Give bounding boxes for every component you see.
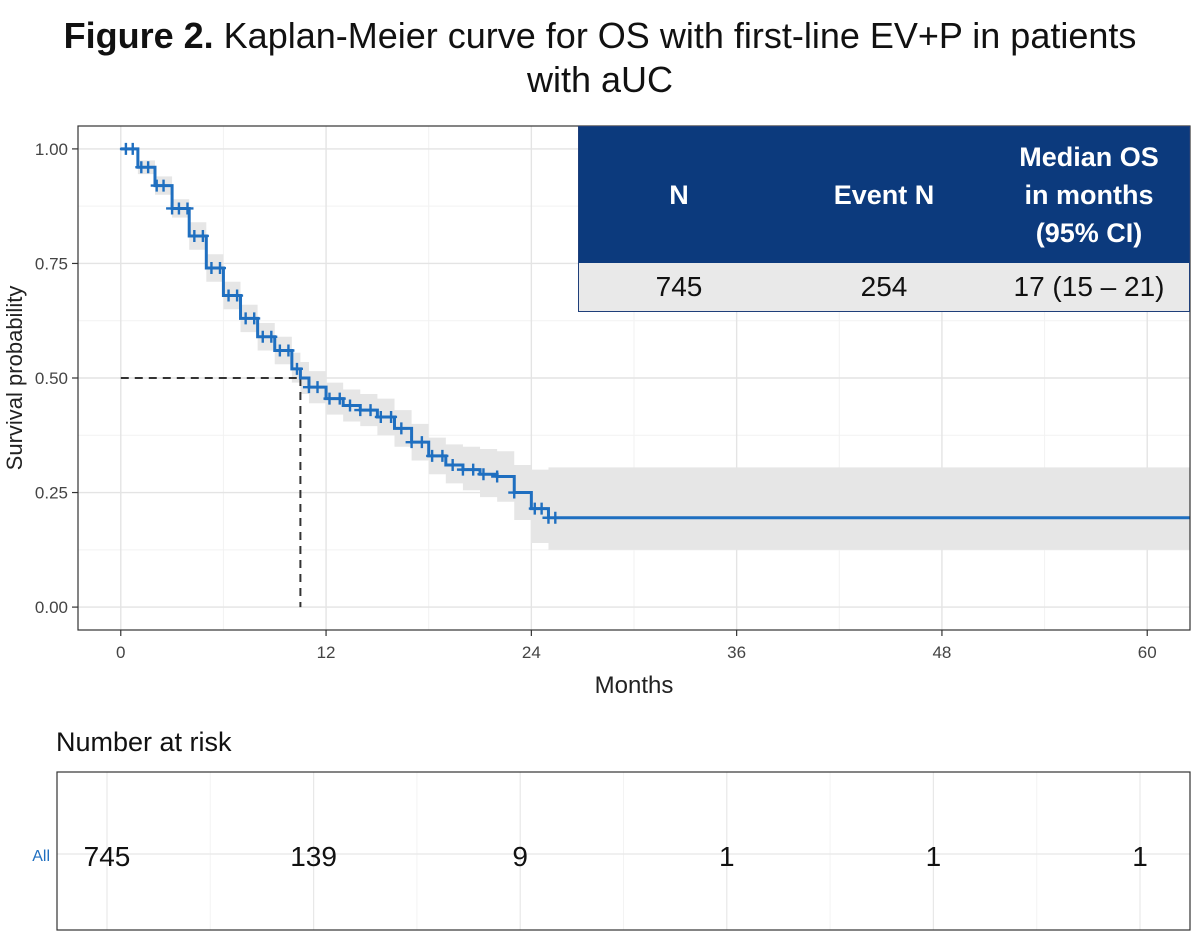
risk-row-label: All [32, 848, 50, 865]
censor-mark [344, 399, 357, 412]
censor-mark [354, 404, 367, 417]
header-event-n: Event N [833, 180, 935, 210]
censor-marks [119, 142, 562, 524]
risk-table-border [56, 771, 1191, 931]
x-tick-label: 36 [727, 643, 746, 662]
summary-table-row: 745 254 17 (15 – 21) [579, 263, 1189, 311]
figure-title-line2: with aUC [526, 59, 674, 100]
x-tick-label: 60 [1138, 643, 1157, 662]
y-tick-label: 0.25 [35, 484, 68, 503]
figure-label: Figure 2. [63, 15, 214, 56]
risk-value: 745 [84, 841, 131, 872]
x-tick-label: 48 [932, 643, 951, 662]
censor-mark [311, 381, 324, 394]
censor-mark [196, 229, 209, 242]
censor-mark [126, 142, 139, 155]
censor-mark [395, 422, 408, 435]
risk-value: 9 [512, 841, 528, 872]
censor-mark [385, 410, 398, 423]
x-tick-label: 0 [116, 643, 125, 662]
value-n: 745 [655, 271, 703, 302]
censor-mark [415, 436, 428, 449]
censor-mark [248, 312, 261, 325]
censor-mark [446, 459, 459, 472]
y-tick-label: 0.00 [35, 598, 68, 617]
median-lines [120, 377, 302, 608]
censor-mark [323, 392, 336, 405]
summary-table-header: N Event N Median OS in months (95% CI) [579, 127, 1189, 263]
censor-mark [374, 410, 387, 423]
figure-title-text: Kaplan-Meier curve for OS with first-lin… [223, 15, 1137, 56]
censor-mark [508, 486, 521, 499]
ci-band [120, 148, 1190, 550]
risk-table-grid [57, 772, 1190, 930]
censor-mark [157, 179, 170, 192]
x-axis: 0 12 24 36 48 60 [116, 630, 1157, 662]
y-axis-label: Survival probability [2, 286, 27, 471]
y-axis: 0.00 0.25 0.50 0.75 1.00 [35, 140, 78, 617]
header-median-os: Median OS in months (95% CI) [1019, 142, 1159, 248]
censor-mark [231, 289, 244, 302]
censor-mark [535, 502, 548, 515]
header-n: N [669, 180, 689, 210]
risk-value: 139 [290, 841, 337, 872]
y-tick-label: 0.75 [35, 254, 68, 273]
censor-mark [333, 392, 346, 405]
censor-mark [436, 449, 449, 462]
censor-mark [467, 463, 480, 476]
confidence-band [120, 148, 1190, 550]
censor-mark [549, 511, 562, 524]
risk-table-title: Number at risk [56, 727, 232, 757]
censor-mark [491, 470, 504, 483]
x-tick-label: 24 [522, 643, 541, 662]
x-axis-label: Months [595, 672, 674, 699]
censor-mark [181, 202, 194, 215]
value-median-os: 17 (15 – 21) [1013, 271, 1165, 302]
censor-mark [282, 344, 295, 357]
risk-value: 1 [926, 841, 942, 872]
risk-values: 745 139 9 1 1 1 [84, 841, 1148, 872]
figure-title: Figure 2. Kaplan-Meier curve for OS with… [0, 14, 1200, 102]
censor-mark [265, 330, 278, 343]
censor-mark [426, 449, 439, 462]
censor-mark [290, 362, 303, 375]
risk-value: 1 [719, 841, 735, 872]
x-tick-label: 12 [317, 643, 336, 662]
censor-mark [213, 262, 226, 275]
censor-mark [477, 468, 490, 481]
risk-value: 1 [1132, 841, 1148, 872]
y-tick-label: 0.50 [35, 369, 68, 388]
censor-mark [142, 161, 155, 174]
censor-mark [364, 404, 377, 417]
censor-mark [405, 436, 418, 449]
value-event-n: 254 [860, 271, 908, 302]
censor-mark [456, 463, 469, 476]
summary-table: N Event N Median OS in months (95% CI) 7… [578, 126, 1190, 312]
y-tick-label: 1.00 [35, 140, 68, 159]
